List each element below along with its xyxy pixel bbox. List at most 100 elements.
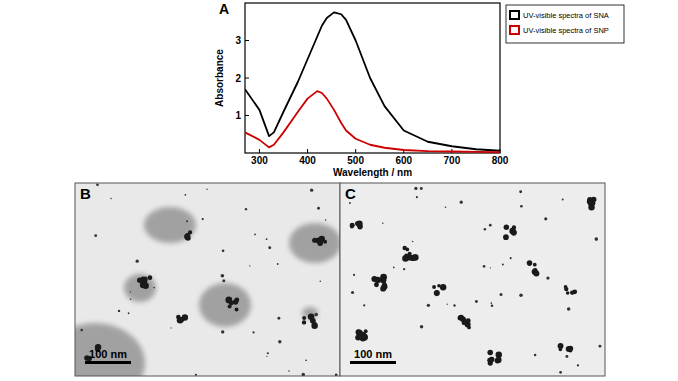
particle bbox=[595, 237, 599, 241]
particle bbox=[288, 370, 290, 372]
particle bbox=[512, 225, 516, 229]
particle bbox=[459, 316, 463, 320]
particle bbox=[434, 290, 440, 296]
particle bbox=[374, 277, 380, 283]
panel-label: C bbox=[345, 185, 356, 202]
x-tick bbox=[307, 149, 308, 153]
particle bbox=[349, 202, 351, 204]
particle bbox=[403, 268, 405, 270]
particle bbox=[221, 330, 224, 333]
particle bbox=[382, 223, 383, 224]
particle bbox=[222, 249, 225, 252]
particle bbox=[402, 255, 409, 262]
particle bbox=[356, 221, 362, 227]
y-axis-label: Absorbance bbox=[214, 49, 225, 107]
particle bbox=[416, 196, 418, 198]
haze-region bbox=[289, 223, 340, 263]
legend-label: UV-visible spectra of SNP bbox=[523, 26, 609, 35]
particle bbox=[503, 234, 509, 240]
particle bbox=[534, 354, 537, 357]
particle bbox=[202, 218, 204, 220]
plot-frame bbox=[245, 3, 500, 153]
particle bbox=[527, 260, 533, 266]
particle bbox=[489, 224, 492, 227]
particle bbox=[487, 350, 493, 356]
particle bbox=[206, 189, 207, 190]
x-tick bbox=[259, 149, 260, 153]
particle bbox=[130, 299, 132, 301]
particle bbox=[320, 280, 321, 281]
x-tick-label: 800 bbox=[492, 155, 509, 166]
micrograph-background bbox=[340, 183, 605, 376]
micrograph bbox=[75, 183, 340, 376]
particle bbox=[364, 329, 368, 333]
particle bbox=[587, 197, 593, 203]
particle bbox=[483, 265, 486, 268]
particle bbox=[96, 184, 99, 187]
panel-frame bbox=[75, 183, 340, 376]
legend-swatch bbox=[510, 11, 519, 19]
particle bbox=[310, 188, 313, 191]
particle bbox=[460, 201, 463, 204]
panel-label: B bbox=[80, 185, 91, 202]
legend-swatch bbox=[510, 26, 519, 34]
particle bbox=[519, 190, 522, 193]
particle bbox=[414, 187, 417, 190]
particle bbox=[177, 317, 184, 324]
particle bbox=[170, 327, 171, 328]
panel-frame bbox=[340, 183, 605, 376]
spectrum-line bbox=[245, 91, 500, 152]
particle bbox=[140, 282, 147, 289]
x-tick-label: 500 bbox=[347, 155, 364, 166]
particle bbox=[254, 234, 256, 236]
particle bbox=[412, 254, 419, 261]
haze-region bbox=[75, 323, 145, 376]
x-tick-label: 400 bbox=[299, 155, 316, 166]
particle bbox=[143, 277, 148, 282]
particle bbox=[317, 207, 320, 210]
particle bbox=[408, 252, 412, 256]
particle bbox=[495, 357, 501, 363]
particle bbox=[350, 223, 355, 228]
particle bbox=[245, 208, 247, 210]
particle bbox=[467, 326, 471, 330]
particle bbox=[381, 278, 386, 283]
particle bbox=[570, 291, 574, 295]
particle bbox=[225, 297, 232, 304]
scale-bar-label: 100 nm bbox=[354, 348, 392, 360]
y-tick-label: 1 bbox=[235, 110, 241, 121]
particle bbox=[278, 340, 281, 343]
particle bbox=[546, 276, 549, 279]
y-tick-label: 2 bbox=[235, 73, 241, 84]
spectrum-line bbox=[245, 12, 500, 150]
particle bbox=[567, 307, 571, 311]
plot-lines bbox=[245, 12, 500, 152]
particle bbox=[305, 359, 307, 361]
particle bbox=[277, 317, 280, 320]
legend-label: UV-visible spectra of SNA bbox=[523, 11, 609, 20]
particle bbox=[353, 274, 355, 276]
x-tick-label: 300 bbox=[251, 155, 268, 166]
particle bbox=[153, 287, 155, 289]
particle bbox=[268, 246, 271, 249]
particle bbox=[221, 274, 225, 278]
particle bbox=[351, 291, 354, 294]
particle bbox=[475, 300, 478, 303]
x-tick-label: 700 bbox=[444, 155, 461, 166]
particle bbox=[80, 329, 83, 332]
particle bbox=[533, 271, 539, 277]
particle bbox=[440, 284, 446, 290]
particle bbox=[128, 312, 130, 314]
scale-bar bbox=[85, 361, 131, 364]
particle bbox=[502, 264, 504, 266]
particle bbox=[184, 194, 186, 196]
particle bbox=[228, 305, 232, 309]
particle bbox=[363, 304, 365, 306]
particle bbox=[491, 304, 494, 307]
particle bbox=[249, 265, 250, 266]
particle bbox=[577, 364, 579, 366]
particle bbox=[504, 225, 509, 230]
legend-box bbox=[506, 5, 624, 43]
particle bbox=[544, 217, 547, 220]
particle bbox=[562, 198, 564, 200]
